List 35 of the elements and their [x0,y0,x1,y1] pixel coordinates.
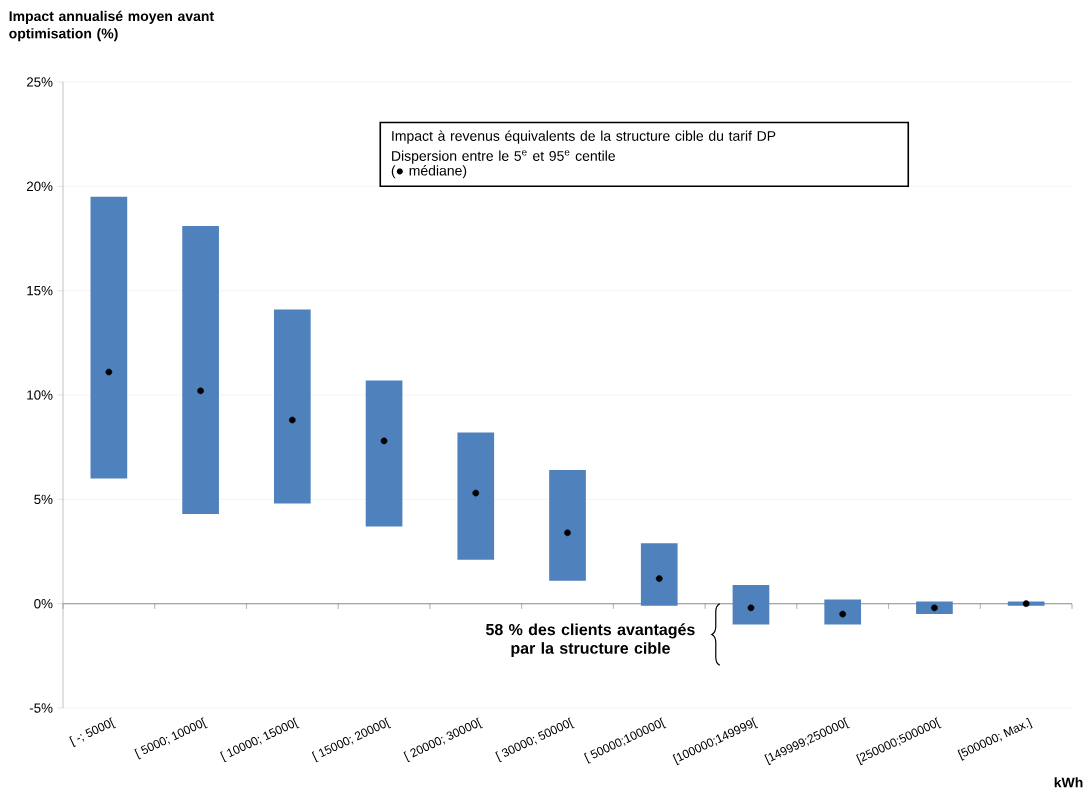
x-axis-title: kWh [1054,777,1083,788]
bar [732,584,770,625]
annotation: Impact à revenus équivalents de la structure cible du tarif DP [392,130,776,144]
bar [182,225,219,514]
y-tick-label: 0% [34,598,53,609]
bar [273,309,311,504]
annotation: 58 % des clients avantagés par la structure cible [486,623,695,658]
bar [916,601,953,615]
bar [640,543,678,606]
y-tick-label: 20% [26,181,53,192]
y-tick-label: 5% [34,494,53,505]
annotation: (● médiane) [391,165,467,179]
bar [365,380,403,527]
bar [824,599,862,625]
y-tick-label: 25% [26,77,53,87]
point [380,437,388,445]
point [288,416,296,424]
point [564,529,571,537]
x-tick-label: [ -; 5000[ [69,717,117,748]
y-tick-label: 10% [27,390,53,400]
point [472,489,480,497]
annotation: Dispersion entre le 5$^{e}$ et 95$^{e}$ centile [392,150,615,164]
bar [549,470,586,581]
point [105,368,113,376]
point [839,610,847,618]
y-tick-label: 15% [27,285,53,296]
bar [90,196,128,479]
point [931,604,938,612]
bar [457,432,495,560]
point [197,387,204,395]
point [655,575,663,582]
y-axis-title: Impact annualisé moyen avant optimisation (%) [9,10,214,42]
point [1022,600,1030,607]
y-tick-label: -5% [29,703,53,713]
point [747,604,755,612]
